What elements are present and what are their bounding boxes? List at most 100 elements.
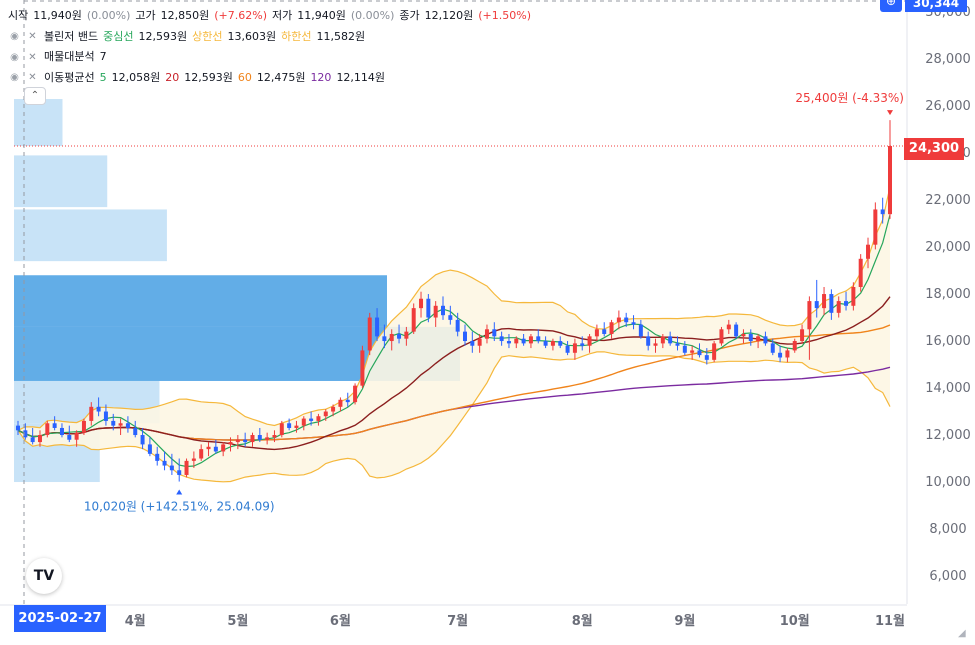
candle-body — [243, 439, 248, 443]
high-annotation: 25,400원 (-4.33%) — [795, 91, 904, 105]
candle-body — [265, 437, 270, 440]
ma-legend: ◉ ✕ 이동평균선 5 12,058원 20 12,593원 60 12,475… — [8, 68, 536, 89]
time-tick-label: 11월 — [875, 613, 905, 629]
candle-body — [353, 385, 358, 403]
low-annotation: 10,020원 (+142.51%, 25.04.09) — [84, 500, 275, 514]
chart-legend: 시작 11,940원 (0.00%) 고가 12,850원 (+7.62%) 저… — [8, 6, 536, 88]
candle-body — [338, 399, 343, 407]
candle-body — [873, 209, 878, 245]
candle-body — [411, 308, 416, 332]
price-tick-label: 6,000 — [929, 569, 966, 584]
candle-body — [228, 442, 233, 445]
candle-body — [807, 301, 812, 330]
collapse-legend-button[interactable]: ⌃ — [24, 87, 46, 105]
time-tick-label: 6월 — [330, 613, 351, 629]
candle-body — [111, 420, 116, 426]
close-change: (+1.50%) — [478, 9, 531, 23]
time-tick-label: 4월 — [125, 613, 146, 629]
resize-icon[interactable]: ◢ — [958, 628, 966, 639]
time-tick-label: 9월 — [674, 613, 695, 629]
candle-body — [580, 343, 585, 346]
candle-body — [389, 333, 394, 342]
bollinger-upper-label: 상한선 — [192, 29, 223, 43]
candle-body — [800, 329, 805, 342]
candle-body — [704, 355, 709, 360]
candle-body — [16, 425, 20, 431]
price-tick-label: 28,000 — [925, 52, 971, 67]
candle-body — [822, 294, 827, 309]
volume-profile-legend: ◉ ✕ 매물대분석 7 — [8, 47, 536, 68]
eye-icon[interactable]: ◉ — [10, 51, 19, 63]
candle-body — [441, 305, 446, 316]
low-value: 11,940원 — [297, 9, 346, 23]
chart-overlay: 25,400원 (-4.33%) 10,020원 (+142.51%, 25.04… — [14, 0, 905, 604]
candle-body — [660, 336, 665, 344]
candle-body — [331, 406, 336, 412]
candle-body — [184, 460, 189, 475]
candle-body — [675, 343, 680, 346]
candle-body — [177, 470, 182, 475]
candle-body — [528, 336, 533, 344]
close-icon[interactable]: ✕ — [28, 51, 37, 63]
time-tick-label: 7월 — [447, 613, 468, 629]
candle-body — [609, 322, 614, 334]
candle-body — [37, 435, 42, 443]
candle-body — [397, 333, 402, 339]
close-icon[interactable]: ✕ — [28, 31, 37, 43]
candle-body — [602, 329, 607, 334]
high-change: (+7.62%) — [214, 9, 267, 23]
candle-body — [309, 418, 314, 421]
candle-body — [360, 350, 365, 386]
tradingview-logo[interactable]: TV — [26, 558, 62, 594]
top-price-badge: 30,344 — [905, 0, 967, 12]
open-label: 시작 — [8, 9, 29, 23]
candle-body — [726, 324, 731, 330]
ma120-period: 120 — [310, 70, 332, 84]
candle-body — [792, 341, 797, 351]
candle-body — [67, 435, 72, 440]
volume-profile-bar — [14, 275, 387, 327]
bollinger-label: 볼린저 밴드 — [44, 29, 99, 43]
candle-body — [638, 324, 643, 337]
time-tick-label: 10월 — [780, 613, 810, 629]
candle-body — [155, 453, 160, 461]
volume-profile — [14, 99, 460, 483]
candle-body — [433, 305, 438, 318]
candle-body — [52, 423, 57, 428]
candle-body — [653, 343, 658, 346]
candle-body — [323, 411, 328, 417]
eye-icon[interactable]: ◉ — [10, 31, 19, 43]
candle-body — [162, 460, 167, 466]
price-tick-label: 22,000 — [925, 193, 971, 208]
low-label: 저가 — [272, 9, 293, 23]
ma20-period: 20 — [165, 70, 180, 84]
candle-body — [301, 418, 306, 426]
ma5-line — [17, 214, 891, 468]
bollinger-fill — [18, 186, 890, 482]
candle-body — [45, 423, 50, 436]
candle-body — [741, 333, 746, 337]
candle-body — [543, 341, 548, 346]
current-price-badge: 24,300 — [904, 138, 964, 160]
add-alert-button[interactable]: ⊕ — [880, 0, 902, 12]
candle-body — [89, 406, 94, 421]
eye-icon[interactable]: ◉ — [10, 72, 19, 84]
candle-body — [169, 465, 174, 471]
candle-body — [492, 329, 497, 337]
candle-body — [140, 435, 145, 445]
close-icon[interactable]: ✕ — [28, 72, 37, 84]
ma5-value: 12,058원 — [111, 70, 161, 84]
candle-body — [23, 430, 28, 438]
candle-body — [96, 406, 101, 412]
moving-averages — [17, 214, 891, 468]
candle-body — [748, 333, 753, 342]
candle-body — [668, 336, 673, 344]
price-tick-label: 18,000 — [925, 287, 971, 302]
crosshair-date-badge: 2025-02-27 — [14, 605, 106, 632]
bollinger-lower-value: 11,582원 — [316, 29, 366, 43]
candle-body — [470, 341, 475, 346]
volume-profile-value: 7 — [99, 50, 107, 64]
candle-body — [690, 350, 695, 353]
candle-body — [550, 341, 555, 346]
